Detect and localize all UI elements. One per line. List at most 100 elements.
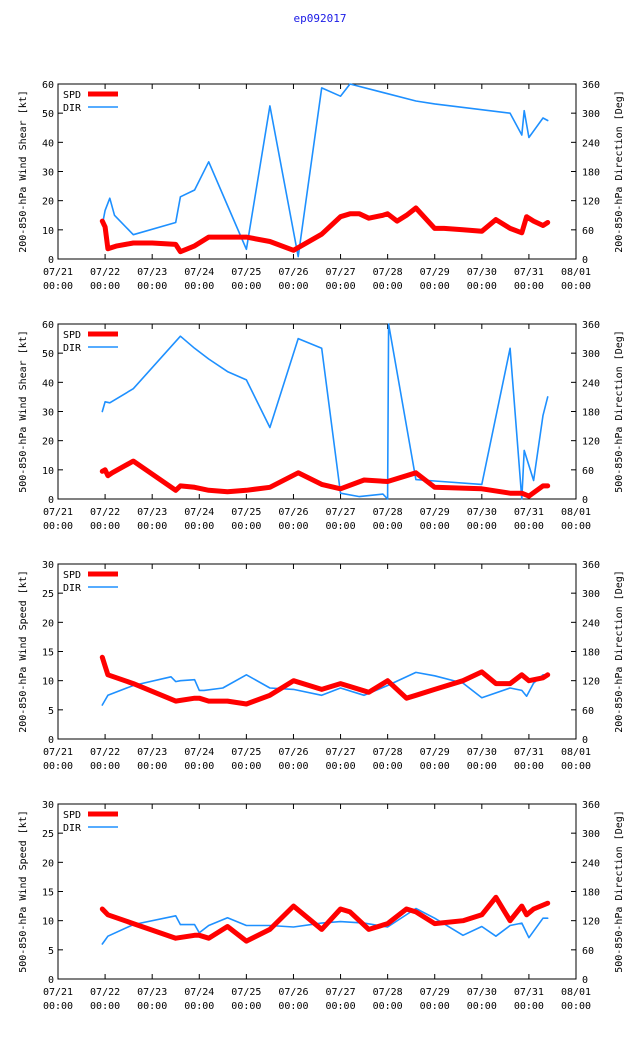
y-tick-label: 40 <box>42 138 54 149</box>
x-tick-date: 07/30 <box>467 507 497 518</box>
x-tick-time: 00:00 <box>467 761 497 772</box>
x-tick-time: 00:00 <box>231 281 261 292</box>
y2-tick-label: 180 <box>582 888 600 899</box>
y-tick-label: 0 <box>48 975 54 986</box>
x-tick-time: 00:00 <box>278 521 308 532</box>
page-title: ep092017 <box>293 12 347 25</box>
series-line-dir <box>101 83 549 258</box>
y2-tick-label: 60 <box>582 706 594 717</box>
chart-panel-1: 0 10 20 30 40 50 60 0 60 120 180 240 300 360 07/21 00:0… <box>18 80 625 292</box>
x-tick-date: 07/25 <box>231 987 261 998</box>
x-tick-time: 00:00 <box>514 761 544 772</box>
x-tick-date: 07/25 <box>231 747 261 758</box>
x-tick-date: 07/21 <box>43 747 73 758</box>
y2-tick-label: 180 <box>582 168 600 179</box>
y2-tick-label: 360 <box>582 320 600 331</box>
legend-label-dir: DIR <box>63 343 82 354</box>
x-tick-date: 07/27 <box>325 747 355 758</box>
y2-tick-label: 60 <box>582 226 594 237</box>
x-tick-date: 07/31 <box>514 747 544 758</box>
y-tick-label: 15 <box>42 888 54 899</box>
x-tick-date: 08/01 <box>561 267 591 278</box>
x-tick-date: 07/23 <box>137 987 167 998</box>
y2-tick-label: 300 <box>582 349 600 360</box>
x-tick-date: 08/01 <box>561 747 591 758</box>
chart-panel-4: 05101520253006012018024030036007/2100:00… <box>18 800 625 1012</box>
x-tick-time: 00:00 <box>278 761 308 772</box>
y2-tick-label: 240 <box>582 138 600 149</box>
chart-panel-2: 0 10 20 30 40 50 60 0 60 120 180 240 300 360 07/21 00:0… <box>18 320 625 532</box>
x-tick-date: 07/24 <box>184 267 214 278</box>
y-tick-label: 0 <box>48 255 54 266</box>
y-axis-label: 200-850-hPa Wind Shear [kt] <box>18 90 29 253</box>
y2-tick-label: 240 <box>582 858 600 869</box>
x-tick-date: 07/29 <box>420 987 450 998</box>
x-tick-time: 00:00 <box>184 1001 214 1012</box>
y2-tick-label: 0 <box>582 255 588 266</box>
x-tick-date: 07/24 <box>184 747 214 758</box>
x-tick-date: 07/21 <box>43 267 73 278</box>
y-axis-label: 500-850-hPa Wind Shear [kt] <box>18 330 29 493</box>
x-tick-time: 00:00 <box>43 761 73 772</box>
x-tick-time: 00:00 <box>43 521 73 532</box>
x-tick-date: 07/29 <box>420 747 450 758</box>
plot-frame <box>57 803 577 980</box>
x-tick-time: 00:00 <box>137 1001 167 1012</box>
y-tick-label: 25 <box>42 829 54 840</box>
x-tick-date: 07/24 <box>184 987 214 998</box>
x-tick-date: 07/31 <box>514 507 544 518</box>
x-tick-date: 07/23 <box>137 747 167 758</box>
x-tick-date: 07/21 <box>43 987 73 998</box>
y-tick-label: 20 <box>42 437 54 448</box>
y-tick-label: 25 <box>42 589 54 600</box>
x-tick-date: 07/25 <box>231 507 261 518</box>
x-tick-time: 00:00 <box>420 761 450 772</box>
y-tick-label: 60 <box>42 320 54 331</box>
y2-tick-label: 300 <box>582 829 600 840</box>
y-tick-label: 10 <box>42 466 54 477</box>
y2-tick-label: 120 <box>582 917 600 928</box>
x-tick-time: 00:00 <box>561 521 591 532</box>
series-line-spd <box>99 894 551 944</box>
plot-frame <box>57 83 577 260</box>
x-tick-date: 07/26 <box>278 267 308 278</box>
x-tick-time: 00:00 <box>43 1001 73 1012</box>
y2-tick-label: 300 <box>582 109 600 120</box>
x-tick-date: 07/29 <box>420 267 450 278</box>
y2-tick-label: 0 <box>582 495 588 506</box>
x-tick-time: 00:00 <box>420 281 450 292</box>
x-tick-date: 07/27 <box>325 507 355 518</box>
y2-tick-label: 120 <box>582 197 600 208</box>
x-tick-date: 07/29 <box>420 507 450 518</box>
x-tick-time: 00:00 <box>184 761 214 772</box>
legend-label-spd: SPD <box>63 570 81 581</box>
x-tick-date: 07/28 <box>373 507 403 518</box>
y-tick-label: 10 <box>42 226 54 237</box>
y2-tick-label: 60 <box>582 466 594 477</box>
y2-tick-label: 0 <box>582 975 588 986</box>
legend-label-dir: DIR <box>63 103 82 114</box>
x-tick-time: 00:00 <box>90 1001 120 1012</box>
x-tick-time: 00:00 <box>420 521 450 532</box>
y-tick-label: 60 <box>42 80 54 91</box>
x-tick-date: 07/27 <box>325 987 355 998</box>
x-tick-time: 00:00 <box>278 281 308 292</box>
x-tick-time: 00:00 <box>373 1001 403 1012</box>
x-tick-date: 07/30 <box>467 747 497 758</box>
y-tick-label: 30 <box>42 560 54 571</box>
y2-axis-label: 200-850-hPa Direction [Deg] <box>614 570 625 733</box>
x-tick-date: 07/28 <box>373 987 403 998</box>
y2-tick-label: 360 <box>582 800 600 811</box>
x-tick-date: 07/26 <box>278 987 308 998</box>
y-tick-label: 0 <box>48 495 54 506</box>
y2-tick-label: 60 <box>582 946 594 957</box>
y-axis-label: 200-850-hPa Wind Speed [kt] <box>18 570 29 733</box>
y-tick-label: 30 <box>42 168 54 179</box>
x-tick-date: 07/26 <box>278 747 308 758</box>
x-tick-time: 00:00 <box>43 281 73 292</box>
x-tick-time: 00:00 <box>184 281 214 292</box>
y2-tick-label: 180 <box>582 408 600 419</box>
x-tick-time: 00:00 <box>90 521 120 532</box>
y2-tick-label: 180 <box>582 648 600 659</box>
y-tick-label: 0 <box>48 735 54 746</box>
